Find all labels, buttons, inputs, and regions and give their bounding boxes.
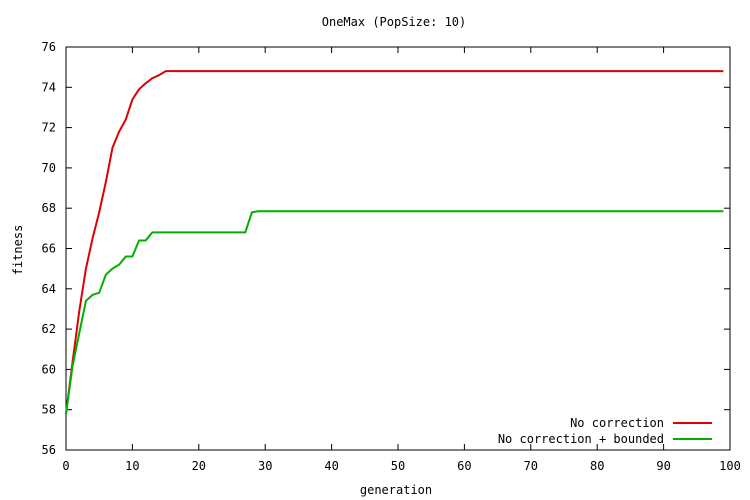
- x-tick-label: 90: [656, 459, 670, 473]
- x-tick-label: 40: [324, 459, 338, 473]
- chart-title: OneMax (PopSize: 10): [322, 15, 467, 29]
- x-tick-label: 0: [62, 459, 69, 473]
- x-tick-label: 100: [719, 459, 741, 473]
- plot-frame: [65, 46, 731, 451]
- y-tick-label: 62: [42, 322, 56, 336]
- y-axis: 56 58 60 62 64 66 68 70 72 74 76: [42, 40, 730, 457]
- y-axis-label: fitness: [11, 225, 25, 276]
- y-tick-label: 70: [42, 161, 56, 175]
- x-tick-label: 60: [457, 459, 471, 473]
- x-tick-label: 80: [590, 459, 604, 473]
- legend-label-2: No correction + bounded: [498, 432, 664, 446]
- y-tick-label: 76: [42, 40, 56, 54]
- x-axis: 0 10 20 30 40 50 60 70 80 90 100: [62, 47, 741, 473]
- y-tick-label: 64: [42, 282, 56, 296]
- x-tick-label: 50: [391, 459, 405, 473]
- y-tick-label: 72: [42, 121, 56, 135]
- series-layer: [65, 70, 724, 414]
- y-tick-label: 58: [42, 403, 56, 417]
- y-tick-label: 74: [42, 80, 56, 94]
- x-tick-label: 10: [125, 459, 139, 473]
- legend: No correction No correction + bounded: [498, 416, 712, 446]
- y-tick-label: 68: [42, 201, 56, 215]
- x-tick-label: 30: [258, 459, 272, 473]
- y-tick-label: 56: [42, 443, 56, 457]
- series-line-1: [65, 70, 724, 414]
- plot-area: [65, 46, 731, 451]
- x-tick-label: 70: [524, 459, 538, 473]
- y-tick-label: 60: [42, 362, 56, 376]
- x-tick-label: 20: [192, 459, 206, 473]
- legend-label-1: No correction: [570, 416, 664, 430]
- series-line-2: [65, 210, 724, 414]
- y-tick-label: 66: [42, 242, 56, 256]
- x-axis-label: generation: [360, 483, 432, 497]
